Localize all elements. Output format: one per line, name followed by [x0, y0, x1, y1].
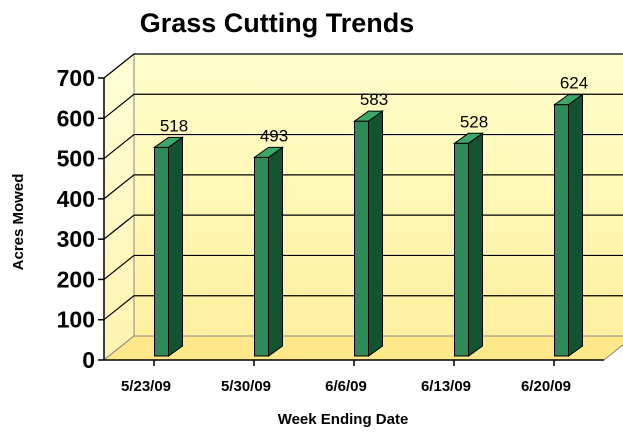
bar-top	[352, 110, 385, 122]
bar	[252, 146, 285, 357]
y-tick-label: 700	[57, 65, 95, 91]
x-tick-label: 5/23/09	[121, 378, 171, 395]
y-tick-label: 100	[57, 307, 95, 333]
x-tick-label: 6/20/09	[521, 378, 571, 395]
y-tick-label: 0	[82, 347, 95, 373]
bar-front	[454, 142, 469, 357]
plot-area: 0 100 200 300 400 500 600 700 518 5/23/09 493 5/30/…	[57, 52, 623, 395]
gridline	[103, 53, 623, 79]
data-label: 518	[160, 116, 188, 135]
bar-front	[354, 120, 369, 357]
gridline	[103, 93, 623, 119]
x-tick-label: 5/30/09	[221, 378, 271, 395]
bar-side	[168, 136, 183, 357]
data-label: 493	[260, 126, 288, 145]
bar-side	[268, 146, 283, 357]
bar-side	[568, 93, 583, 357]
bar-side	[468, 132, 483, 357]
bar-top	[152, 136, 185, 148]
y-tick-label: 200	[57, 266, 95, 292]
bar-top	[452, 132, 485, 144]
bar-front	[154, 146, 169, 357]
bar	[352, 110, 385, 357]
bar-front	[554, 104, 569, 357]
x-axis-title: Week Ending Date	[278, 411, 409, 428]
bar	[152, 136, 185, 357]
data-label: 528	[460, 112, 488, 131]
y-tick-label: 600	[57, 105, 95, 131]
y-axis-title: Acres Mowed	[10, 174, 27, 271]
y-tick-label: 400	[57, 186, 95, 212]
y-tick-label: 300	[57, 226, 95, 252]
x-tick-label: 6/13/09	[421, 378, 471, 395]
bar-front	[254, 156, 269, 357]
bar	[452, 132, 485, 357]
data-label: 583	[360, 90, 388, 109]
side-wall	[103, 52, 135, 362]
data-label: 624	[560, 74, 588, 93]
chart-title: Grass Cutting Trends	[140, 8, 415, 38]
bar-side	[368, 110, 383, 357]
bar	[552, 93, 585, 357]
bar-top	[552, 94, 585, 106]
y-tick-label: 500	[57, 146, 95, 172]
bar-top	[252, 146, 285, 158]
x-tick-label: 6/6/09	[325, 378, 367, 395]
